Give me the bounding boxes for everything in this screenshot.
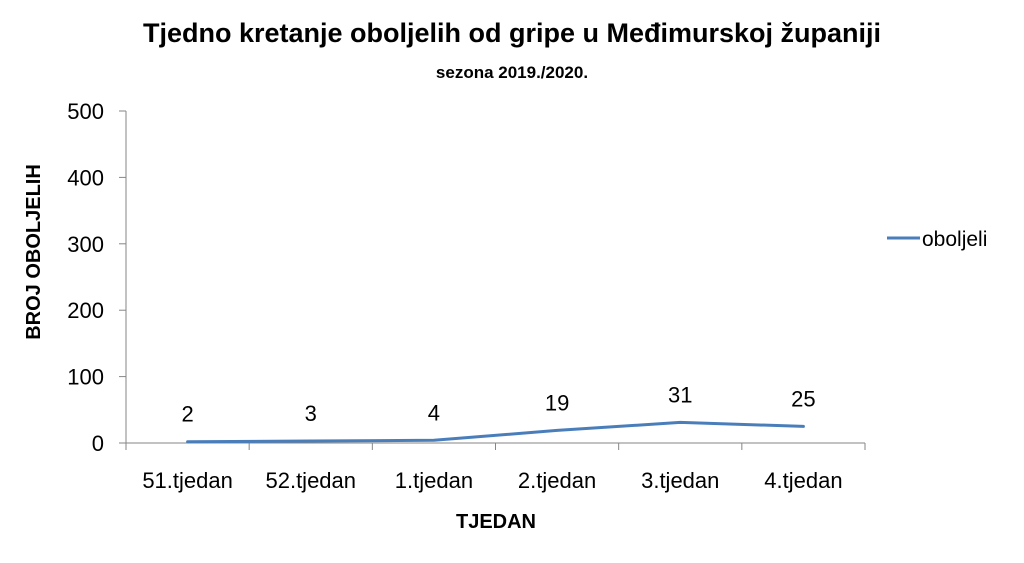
x-tick-label: 51.tjedan	[142, 468, 233, 493]
series-lines	[186, 420, 805, 444]
chart-title: Tjedno kretanje oboljelih od gripe u Međ…	[143, 18, 881, 48]
data-label: 31	[668, 382, 692, 407]
axes	[119, 110, 866, 450]
data-labels: 2 3 4 19 31 25	[181, 382, 815, 426]
x-tick-label: 1.tjedan	[395, 468, 473, 493]
y-tick-label: 500	[67, 99, 104, 124]
data-label: 25	[791, 386, 815, 411]
legend-label-oboljeli: oboljeli	[922, 228, 987, 251]
y-tick-label: 0	[92, 431, 104, 456]
y-tick-label: 100	[67, 365, 104, 390]
data-label: 2	[181, 402, 193, 427]
y-tick-label: 400	[67, 165, 104, 190]
chart-subtitle: sezona 2019./2020.	[436, 63, 588, 82]
y-axis-title: BROJ OBOLJELIH	[23, 164, 45, 340]
data-label: 4	[428, 400, 440, 425]
series-line-oboljeli	[186, 420, 805, 444]
x-tick-label: 2.tjedan	[518, 468, 596, 493]
y-tick-labels: 0 100 200 300 400 500	[67, 99, 104, 456]
x-tick-label: 52.tjedan	[265, 468, 356, 493]
data-label: 19	[545, 390, 569, 415]
x-axis-title: TJEDAN	[456, 511, 536, 533]
y-tick-label: 200	[67, 298, 104, 323]
data-label: 3	[305, 401, 317, 426]
x-tick-labels: 51.tjedan 52.tjedan 1.tjedan 2.tjedan 3.tjed…	[142, 468, 842, 493]
x-tick-label: 4.tjedan	[764, 468, 842, 493]
y-tick-label: 300	[67, 232, 104, 257]
legend: oboljeli	[887, 228, 987, 251]
x-tick-label: 3.tjedan	[641, 468, 719, 493]
